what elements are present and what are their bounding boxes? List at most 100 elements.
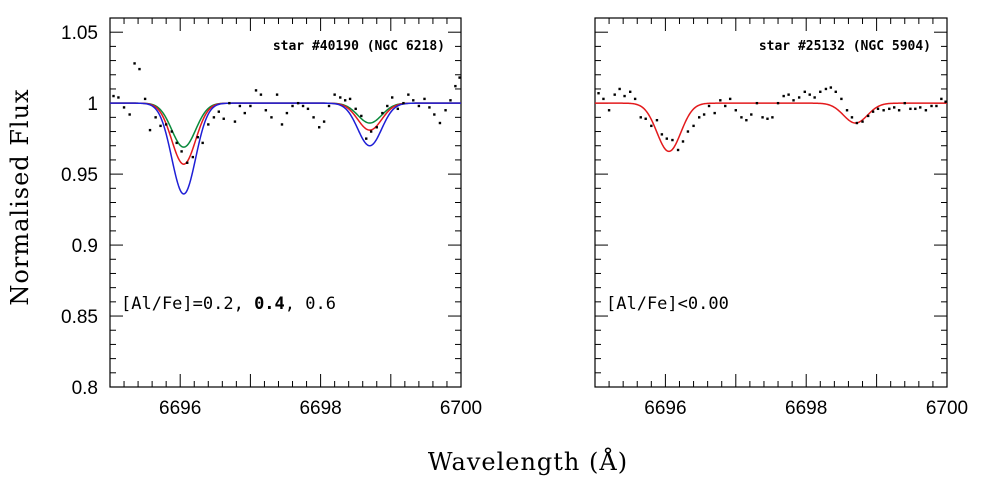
observed-data-point bbox=[787, 93, 790, 96]
observed-data-point bbox=[671, 138, 674, 142]
observed-data-point bbox=[697, 116, 701, 119]
observed-data-point bbox=[112, 94, 115, 98]
observed-data-point bbox=[339, 96, 342, 99]
observed-data-point bbox=[897, 109, 901, 112]
observed-data-point bbox=[808, 93, 811, 96]
observed-data-point bbox=[449, 99, 452, 102]
observed-data-point bbox=[686, 130, 690, 133]
abundance-annotation: [Al/Fe]<0.00 bbox=[606, 294, 729, 314]
observed-data-point bbox=[792, 99, 795, 102]
observed-data-point bbox=[454, 84, 457, 88]
observed-data-point bbox=[702, 113, 706, 116]
observed-data-point bbox=[803, 90, 806, 93]
observed-data-point bbox=[914, 107, 917, 111]
observed-data-point bbox=[402, 101, 405, 105]
y-tick-label: 0.8 bbox=[72, 378, 98, 399]
annotation-prefix: [Al/Fe]<0.00 bbox=[606, 294, 729, 314]
observed-data-point bbox=[386, 104, 389, 108]
observed-data-point bbox=[444, 109, 447, 112]
panel-title: star #25132 (NGC 5904) bbox=[759, 39, 931, 54]
observed-data-point bbox=[876, 107, 880, 111]
observed-data-point bbox=[438, 121, 442, 125]
observed-data-point bbox=[154, 116, 157, 119]
observed-data-point bbox=[713, 111, 716, 115]
observed-data-point bbox=[602, 97, 605, 101]
plot-frame bbox=[594, 17, 948, 388]
observed-data-point bbox=[348, 97, 352, 101]
annotation-prefix: [Al/Fe]=0.2, bbox=[121, 294, 254, 314]
x-tick-label: 6698 bbox=[785, 398, 827, 419]
observed-data-point bbox=[317, 126, 321, 129]
observed-data-point bbox=[254, 89, 258, 92]
x-axis-label: Wavelength (Å) bbox=[428, 447, 628, 476]
observed-data-point bbox=[924, 109, 928, 112]
observed-data-point bbox=[280, 123, 284, 126]
observed-data-point bbox=[909, 107, 912, 111]
observed-data-point bbox=[148, 128, 152, 132]
panel-right: 6696 6698 6700 star #25132 (NGC 5904) [Al/Fe… bbox=[594, 17, 968, 419]
observed-data-point bbox=[882, 109, 885, 112]
observed-data-point bbox=[944, 100, 947, 103]
observed-data-point bbox=[745, 118, 748, 122]
observed-data-point bbox=[391, 96, 394, 99]
observed-data-point bbox=[644, 117, 647, 120]
observed-data-point bbox=[423, 97, 426, 101]
synthetic-spectrum-line bbox=[110, 102, 461, 148]
observed-data-point bbox=[707, 104, 711, 108]
observed-data-point bbox=[761, 116, 764, 119]
observed-data-point bbox=[893, 106, 896, 109]
observed-data-point bbox=[750, 113, 753, 116]
observed-data-point bbox=[755, 101, 759, 105]
observed-data-point bbox=[128, 113, 131, 116]
observed-data-point bbox=[306, 107, 310, 111]
observed-data-point bbox=[238, 104, 242, 108]
observed-data-point bbox=[428, 106, 431, 109]
x-tick-label: 6696 bbox=[644, 398, 686, 419]
observed-data-point bbox=[343, 99, 347, 102]
observed-data-point bbox=[855, 121, 859, 125]
observed-data-point bbox=[940, 97, 943, 101]
observed-data-point bbox=[407, 93, 410, 96]
observed-data-point bbox=[133, 62, 136, 65]
observed-data-point bbox=[433, 113, 436, 116]
observed-data-point bbox=[164, 123, 168, 126]
observed-data-point bbox=[458, 76, 461, 79]
observed-data-point bbox=[301, 104, 305, 108]
observed-data-point bbox=[618, 87, 621, 91]
observed-data-point bbox=[607, 109, 611, 112]
observed-data-point bbox=[623, 94, 626, 98]
observed-data-point bbox=[845, 109, 849, 112]
observed-data-point bbox=[676, 148, 680, 152]
observed-data-point bbox=[365, 137, 368, 140]
observed-data-point bbox=[259, 93, 263, 96]
observed-data-point bbox=[782, 94, 785, 98]
observed-data-point bbox=[327, 104, 331, 108]
observed-data-point bbox=[159, 124, 162, 128]
observed-data-point bbox=[824, 87, 828, 91]
observed-data-point bbox=[866, 114, 870, 118]
observed-data-point bbox=[122, 106, 126, 109]
y-tick-label: 0.85 bbox=[61, 307, 98, 328]
observed-data-point bbox=[375, 126, 378, 129]
observed-data-point bbox=[138, 67, 141, 71]
observed-data-point bbox=[217, 110, 221, 113]
observed-data-point bbox=[249, 104, 252, 108]
x-tick-label: 6698 bbox=[299, 398, 341, 419]
observed-data-point bbox=[829, 86, 833, 89]
observed-data-point bbox=[417, 104, 421, 108]
observed-data-point bbox=[834, 90, 837, 93]
observed-data-point bbox=[186, 161, 189, 164]
observed-data-point bbox=[412, 99, 415, 102]
observed-data-point bbox=[270, 116, 273, 119]
y-axis-label: Normalised Flux bbox=[6, 88, 34, 305]
abundance-annotation: [Al/Fe]=0.2, 0.4, 0.6 bbox=[121, 294, 336, 314]
observed-data-point bbox=[655, 118, 659, 122]
observed-data-point bbox=[871, 110, 875, 113]
observed-data-point bbox=[728, 97, 732, 101]
observed-data-point bbox=[903, 101, 906, 105]
y-tick-label: 1.05 bbox=[61, 23, 98, 44]
observed-data-point bbox=[312, 116, 315, 119]
observed-data-point bbox=[724, 104, 727, 108]
y-tick-label: 0.95 bbox=[61, 165, 98, 186]
